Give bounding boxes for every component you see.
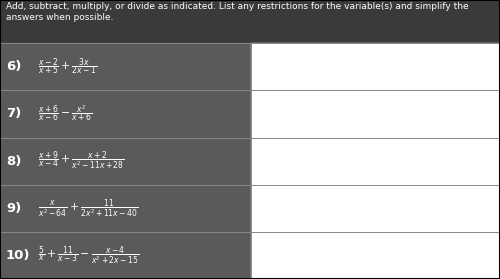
Bar xyxy=(0,138,251,185)
Text: $\frac{x+9}{x-4} + \frac{x+2}{x^2-11x+28}$: $\frac{x+9}{x-4} + \frac{x+2}{x^2-11x+28… xyxy=(38,150,124,172)
Bar xyxy=(251,43,500,90)
Text: 6): 6) xyxy=(6,60,22,73)
Bar xyxy=(0,232,251,279)
Bar xyxy=(0,43,251,90)
Bar xyxy=(0,90,251,138)
Text: 7): 7) xyxy=(6,107,21,121)
Text: Add, subtract, multiply, or divide as indicated. List any restrictions for the v: Add, subtract, multiply, or divide as in… xyxy=(6,2,468,22)
Bar xyxy=(251,232,500,279)
Text: $\frac{x-2}{x+5} + \frac{3x}{2x-1}$: $\frac{x-2}{x+5} + \frac{3x}{2x-1}$ xyxy=(38,56,96,78)
Bar xyxy=(251,138,500,185)
Text: 10): 10) xyxy=(6,249,30,262)
Text: $\frac{x}{x^2-64} + \frac{11}{2x^2+11x-40}$: $\frac{x}{x^2-64} + \frac{11}{2x^2+11x-4… xyxy=(38,197,138,220)
Text: $\frac{5}{x} + \frac{11}{x-3} - \frac{x-4}{x^2+2x-15}$: $\frac{5}{x} + \frac{11}{x-3} - \frac{x-… xyxy=(38,244,139,267)
Text: 9): 9) xyxy=(6,202,21,215)
Text: 8): 8) xyxy=(6,155,22,168)
Bar xyxy=(251,185,500,232)
Text: $\frac{x+6}{x-6} - \frac{x^2}{x+6}$: $\frac{x+6}{x-6} - \frac{x^2}{x+6}$ xyxy=(38,104,92,124)
Bar xyxy=(0,185,251,232)
Bar xyxy=(0,0,500,43)
Bar xyxy=(251,90,500,138)
